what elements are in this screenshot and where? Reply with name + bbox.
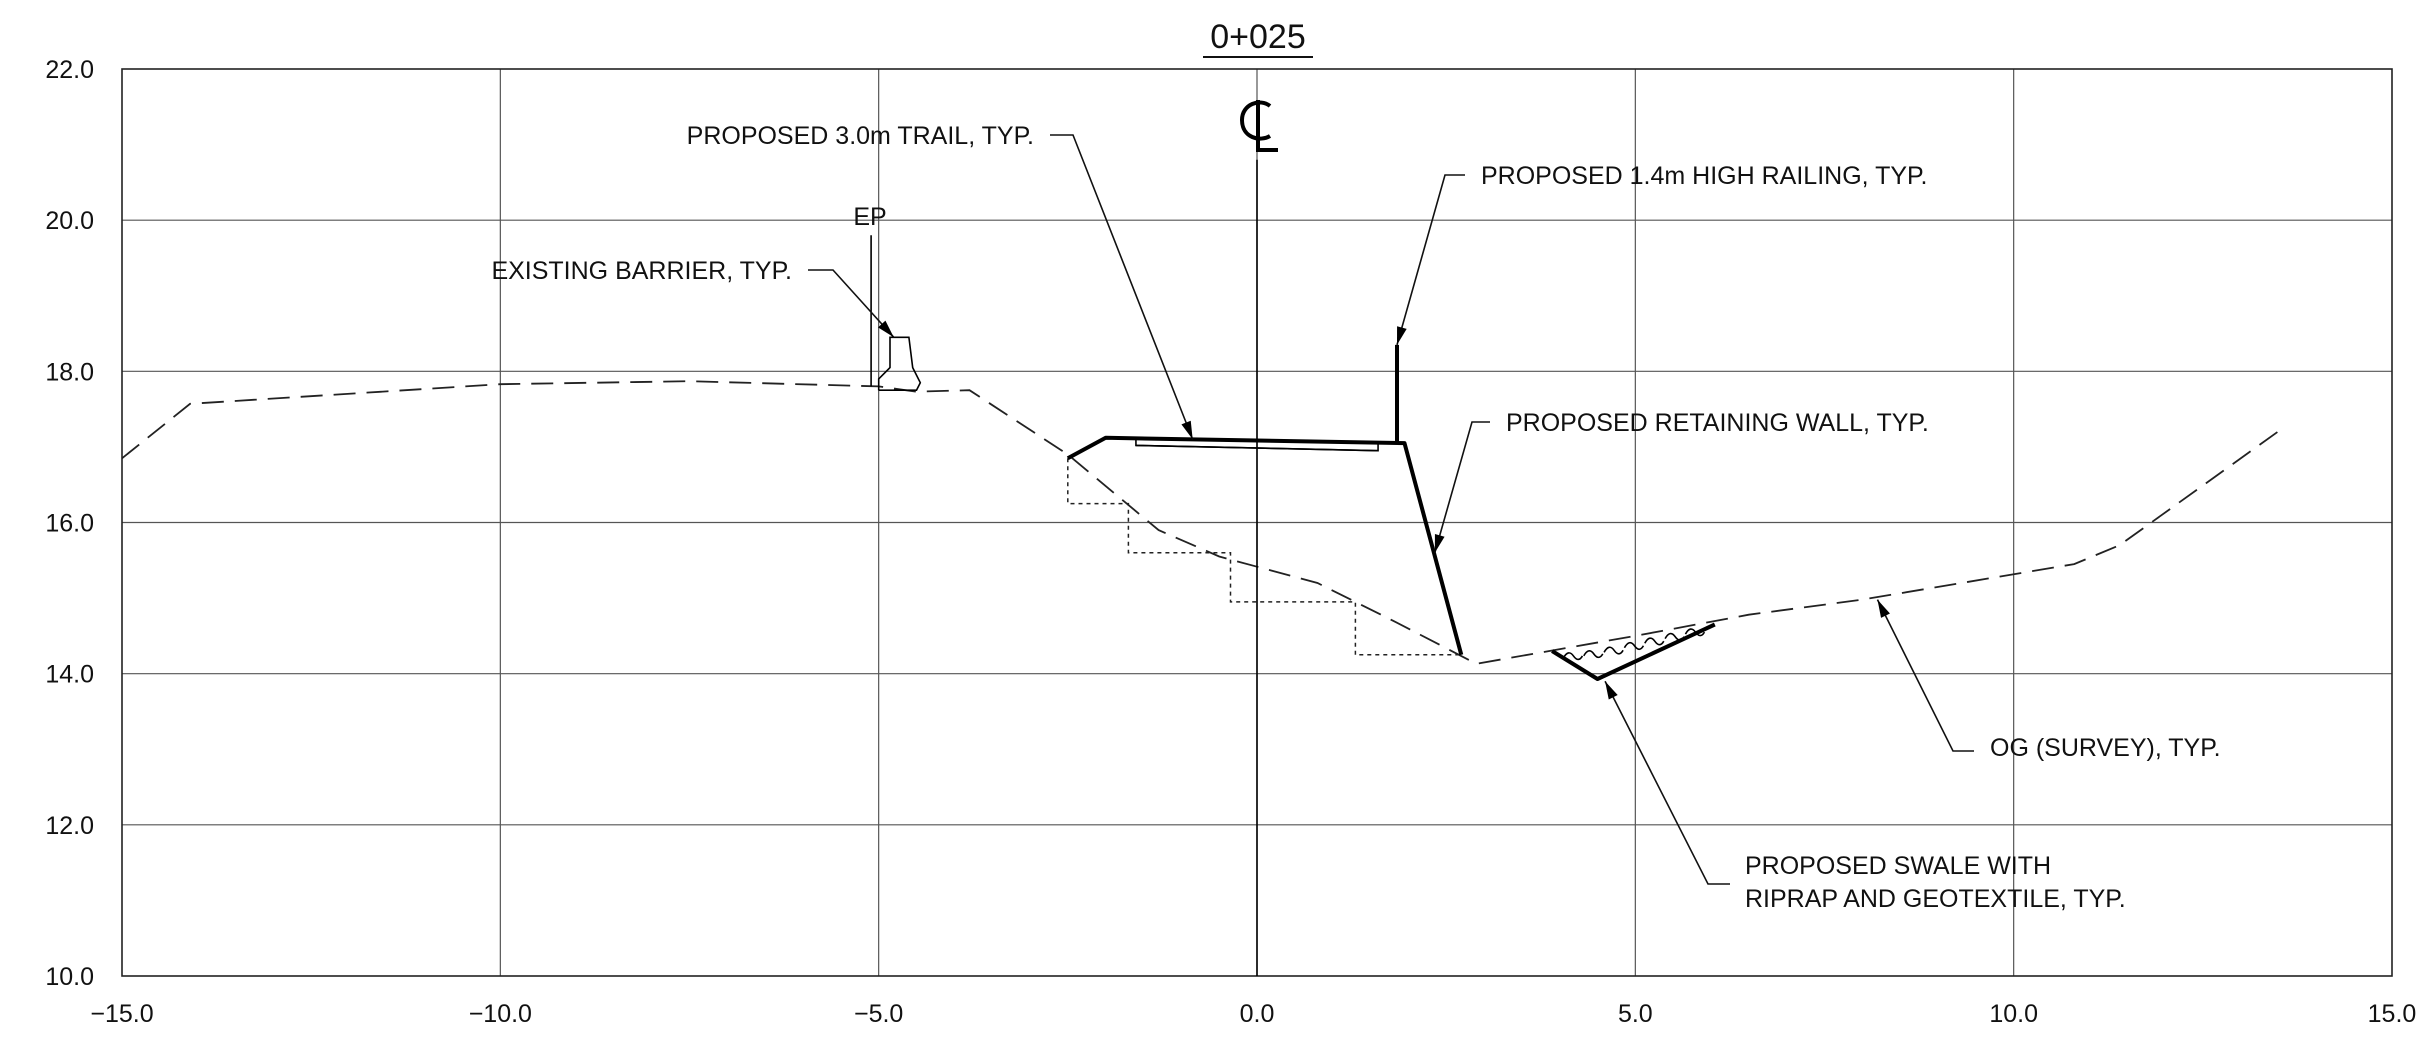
y-tick-label: 10.0 [45,963,94,991]
annotation-swale-leader [1604,680,1730,885]
x-tick-label: 5.0 [1618,1000,1653,1028]
y-tick-label: 20.0 [45,207,94,235]
annotation-og-label: OG (SURVEY), TYP. [1990,734,2221,762]
riprap-stone [1644,637,1665,646]
annotation-barrier-leader [808,269,895,338]
riprap-fill [1562,628,1706,661]
x-tick-label: −10.0 [469,1000,532,1028]
centerline-symbol-icon [1239,100,1278,152]
annotation-og-leader [1876,599,1974,752]
riprap-stone [1603,646,1624,655]
annotation-trail-arrowhead [1181,420,1193,440]
riprap-stone [1583,650,1604,659]
riprap-stone [1684,628,1706,637]
y-tick-label: 14.0 [45,661,94,689]
annotation-og-arrowhead [1877,599,1890,618]
annotation-railing-arrowhead [1396,326,1407,345]
annotation-wall-label: PROPOSED RETAINING WALL, TYP. [1506,409,1929,437]
riprap-stone [1562,652,1584,661]
trail-base-outline [1135,437,1379,452]
series-trail-wall [1066,435,1464,656]
series-og [121,380,2287,665]
annotation-wall-arrowhead [1434,534,1445,553]
station-title: 0+025 [1210,18,1306,56]
annotation-wall-leader [1434,421,1490,553]
annotation-barrier-arrowhead [878,320,894,338]
annotations: EP EXISTING BARRIER, TYP. PROPOSED 3.0m TR… [491,122,2220,913]
annotation-swale-label: PROPOSED SWALE WITH [1745,852,2051,880]
series [121,159,2287,976]
riprap-stone [1664,632,1685,641]
annotation-railing-leader [1396,174,1465,346]
annotation-trail-label: PROPOSED 3.0m TRAIL, TYP. [687,122,1034,150]
x-tick-label: 0.0 [1240,1000,1275,1028]
annotation-trail-leader [1050,134,1194,440]
annotation-swale-label: RIPRAP AND GEOTEXTILE, TYP. [1745,885,2126,913]
x-tick-label: −5.0 [854,1000,903,1028]
y-tick-label: 12.0 [45,812,94,840]
annotation-ep-label: EP [853,203,886,231]
series-swale [1551,622,1716,681]
series-barrier [877,336,922,392]
annotation-swale-arrowhead [1605,681,1618,700]
x-tick-label: 15.0 [2368,1000,2417,1028]
annotation-barrier-label: EXISTING BARRIER, TYP. [491,257,792,285]
annotation-railing-label: PROPOSED 1.4m HIGH RAILING, TYP. [1481,162,1927,190]
y-tick-label: 22.0 [45,56,94,84]
x-tick-label: 10.0 [1989,1000,2038,1028]
x-tick-label: −15.0 [90,1000,153,1028]
series-benching [1067,458,1462,656]
axis-ticks: −15.0 −10.0 −5.0 0.0 5.0 10.0 15.0 10.0 12.0 14.0… [45,56,2416,1028]
y-tick-label: 16.0 [45,510,94,538]
riprap-stone [1623,641,1645,651]
y-tick-label: 18.0 [45,358,94,386]
